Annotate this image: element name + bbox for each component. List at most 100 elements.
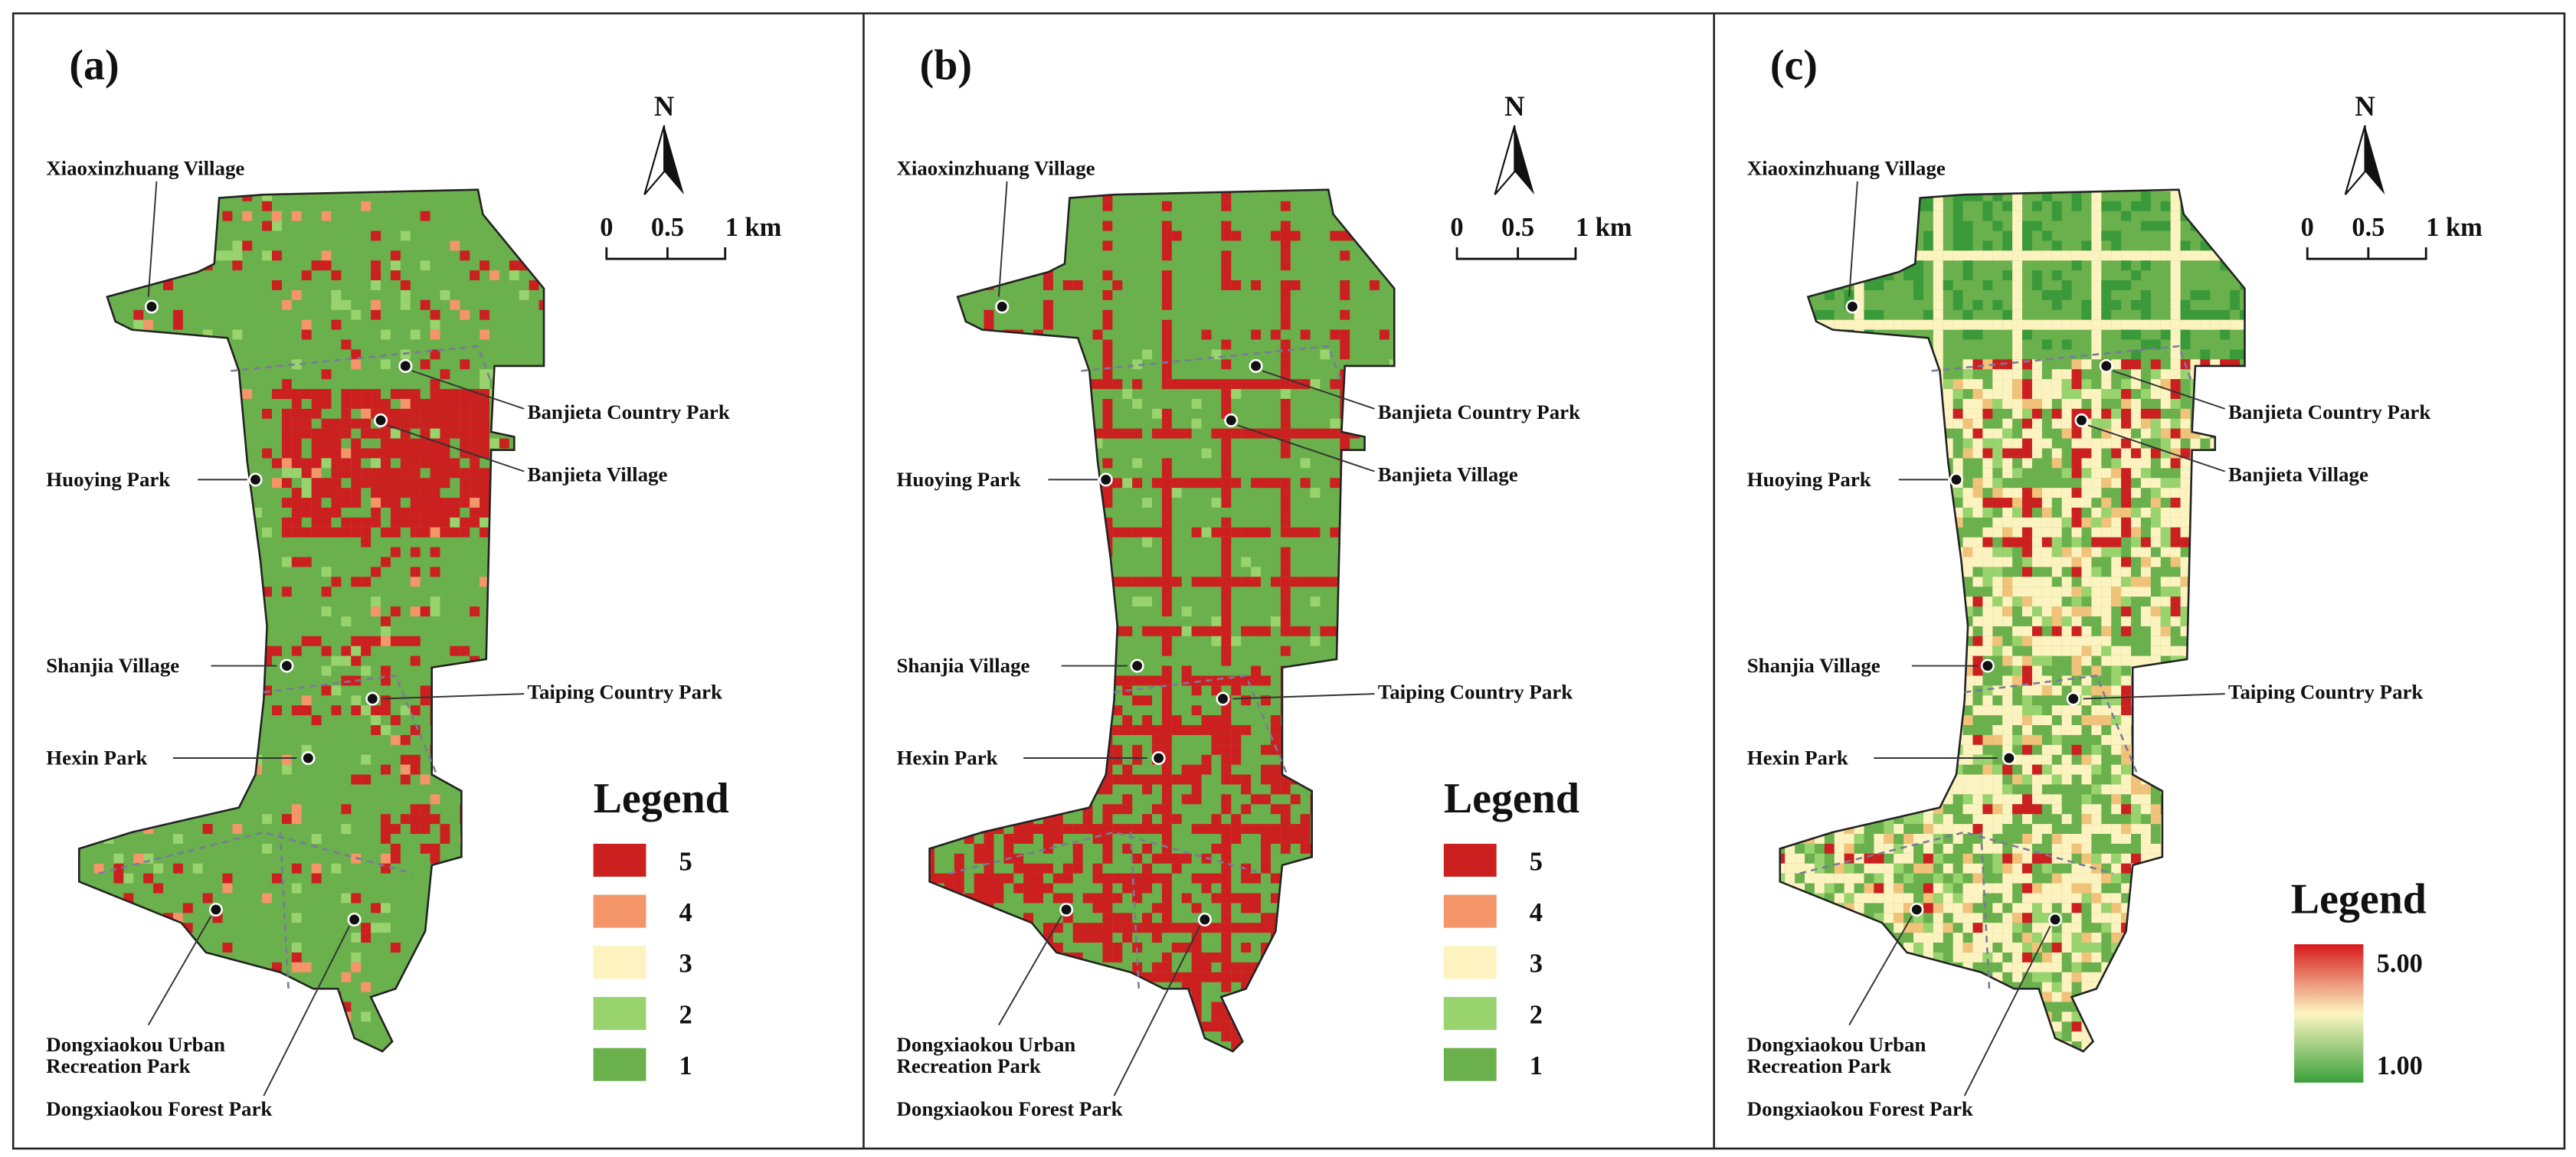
raster-cell xyxy=(1290,577,1301,587)
raster-cell xyxy=(262,191,273,201)
raster-cell xyxy=(1785,913,1795,923)
raster-cell xyxy=(1874,596,1884,607)
raster-cell xyxy=(548,666,558,676)
raster-cell xyxy=(1884,873,1894,884)
raster-cell xyxy=(202,824,213,835)
raster-cell xyxy=(2051,764,2062,775)
raster-cell xyxy=(351,962,362,972)
legend-label: 2 xyxy=(1530,1000,1543,1029)
raster-cell xyxy=(212,646,223,656)
raster-cell xyxy=(1795,695,1805,706)
raster-cell xyxy=(1834,814,1844,825)
raster-cell xyxy=(1399,923,1409,933)
raster-cell xyxy=(1923,784,1933,795)
raster-cell xyxy=(153,517,164,528)
raster-cell xyxy=(1834,863,1844,874)
raster-cell xyxy=(1894,201,1904,211)
raster-cell xyxy=(1913,289,1923,300)
raster-cell xyxy=(1972,883,1983,894)
raster-cell xyxy=(984,784,994,795)
raster-cell xyxy=(1270,943,1281,953)
raster-cell xyxy=(321,507,332,518)
raster-cell xyxy=(460,498,470,508)
raster-cell xyxy=(1992,557,2003,567)
raster-cell xyxy=(1913,517,1923,528)
raster-cell xyxy=(1033,715,1043,725)
raster-cell xyxy=(410,814,421,825)
raster-cell xyxy=(1132,744,1143,755)
raster-cell xyxy=(929,1012,934,1022)
raster-cell xyxy=(2091,587,2102,597)
raster-cell xyxy=(2101,280,2112,290)
raster-cell xyxy=(2091,646,2102,656)
raster-cell xyxy=(2121,211,2132,221)
raster-cell xyxy=(2022,834,2032,844)
raster-cell xyxy=(1290,715,1301,725)
raster-cell xyxy=(509,774,519,785)
raster-cell xyxy=(331,478,342,489)
raster-cell xyxy=(2150,339,2161,350)
raster-cell xyxy=(1092,379,1103,390)
raster-cell xyxy=(103,794,114,805)
raster-cell xyxy=(1280,567,1291,577)
raster-cell xyxy=(1132,724,1143,735)
raster-cell xyxy=(410,567,421,577)
raster-cell xyxy=(410,705,421,716)
raster-cell xyxy=(1181,982,1192,992)
raster-cell xyxy=(1884,577,1894,587)
raster-cell xyxy=(2041,715,2052,725)
raster-cell xyxy=(1795,299,1805,310)
raster-cell xyxy=(1894,438,1904,449)
raster-cell xyxy=(1241,379,1252,390)
raster-cell xyxy=(1043,724,1053,735)
raster-cell xyxy=(1270,230,1281,241)
raster-cell xyxy=(954,972,964,982)
raster-cell xyxy=(2071,1051,2082,1052)
raster-cell xyxy=(2121,754,2132,765)
raster-cell xyxy=(1785,537,1795,547)
raster-cell xyxy=(1952,379,1963,390)
raster-cell xyxy=(2121,250,2132,261)
raster-cell xyxy=(1241,972,1252,982)
raster-cell xyxy=(321,250,332,261)
raster-cell xyxy=(1221,260,1232,271)
raster-cell xyxy=(1340,250,1350,261)
raster-cell xyxy=(2140,863,2151,874)
raster-cell xyxy=(1972,952,1983,963)
raster-cell xyxy=(1824,992,1835,1002)
raster-cell xyxy=(1903,418,1914,429)
raster-cell xyxy=(1844,943,1854,953)
raster-cell xyxy=(2022,853,2032,864)
raster-cell xyxy=(1399,933,1409,943)
raster-cell xyxy=(2140,191,2151,201)
raster-cell xyxy=(1191,1051,1202,1052)
raster-cell xyxy=(1221,498,1232,508)
raster-cell xyxy=(1779,695,1786,706)
raster-cell xyxy=(1923,1002,1933,1012)
scale-label: 0 xyxy=(600,213,613,242)
raster-cell xyxy=(1340,734,1350,745)
place-dot xyxy=(398,358,413,373)
raster-cell xyxy=(929,962,934,972)
raster-cell xyxy=(1824,587,1835,597)
raster-cell xyxy=(2041,972,2052,982)
raster-cell xyxy=(1972,428,1983,439)
raster-cell xyxy=(1023,804,1034,815)
raster-cell xyxy=(1330,952,1340,963)
raster-cell xyxy=(1330,1051,1340,1052)
raster-cell xyxy=(1389,626,1395,636)
raster-cell xyxy=(1340,695,1350,706)
raster-cell xyxy=(1884,468,1894,479)
raster-cell xyxy=(1972,488,1983,498)
raster-cell xyxy=(1854,1021,1864,1032)
raster-cell xyxy=(113,962,124,972)
raster-cell xyxy=(1982,616,1993,626)
raster-cell xyxy=(1102,883,1113,894)
raster-cell xyxy=(1370,764,1380,775)
raster-cell xyxy=(182,695,193,706)
raster-cell xyxy=(2071,1021,2082,1032)
raster-cell xyxy=(1142,784,1152,795)
raster-cell xyxy=(291,468,302,479)
raster-cell xyxy=(242,636,253,646)
raster-cell xyxy=(143,270,154,281)
